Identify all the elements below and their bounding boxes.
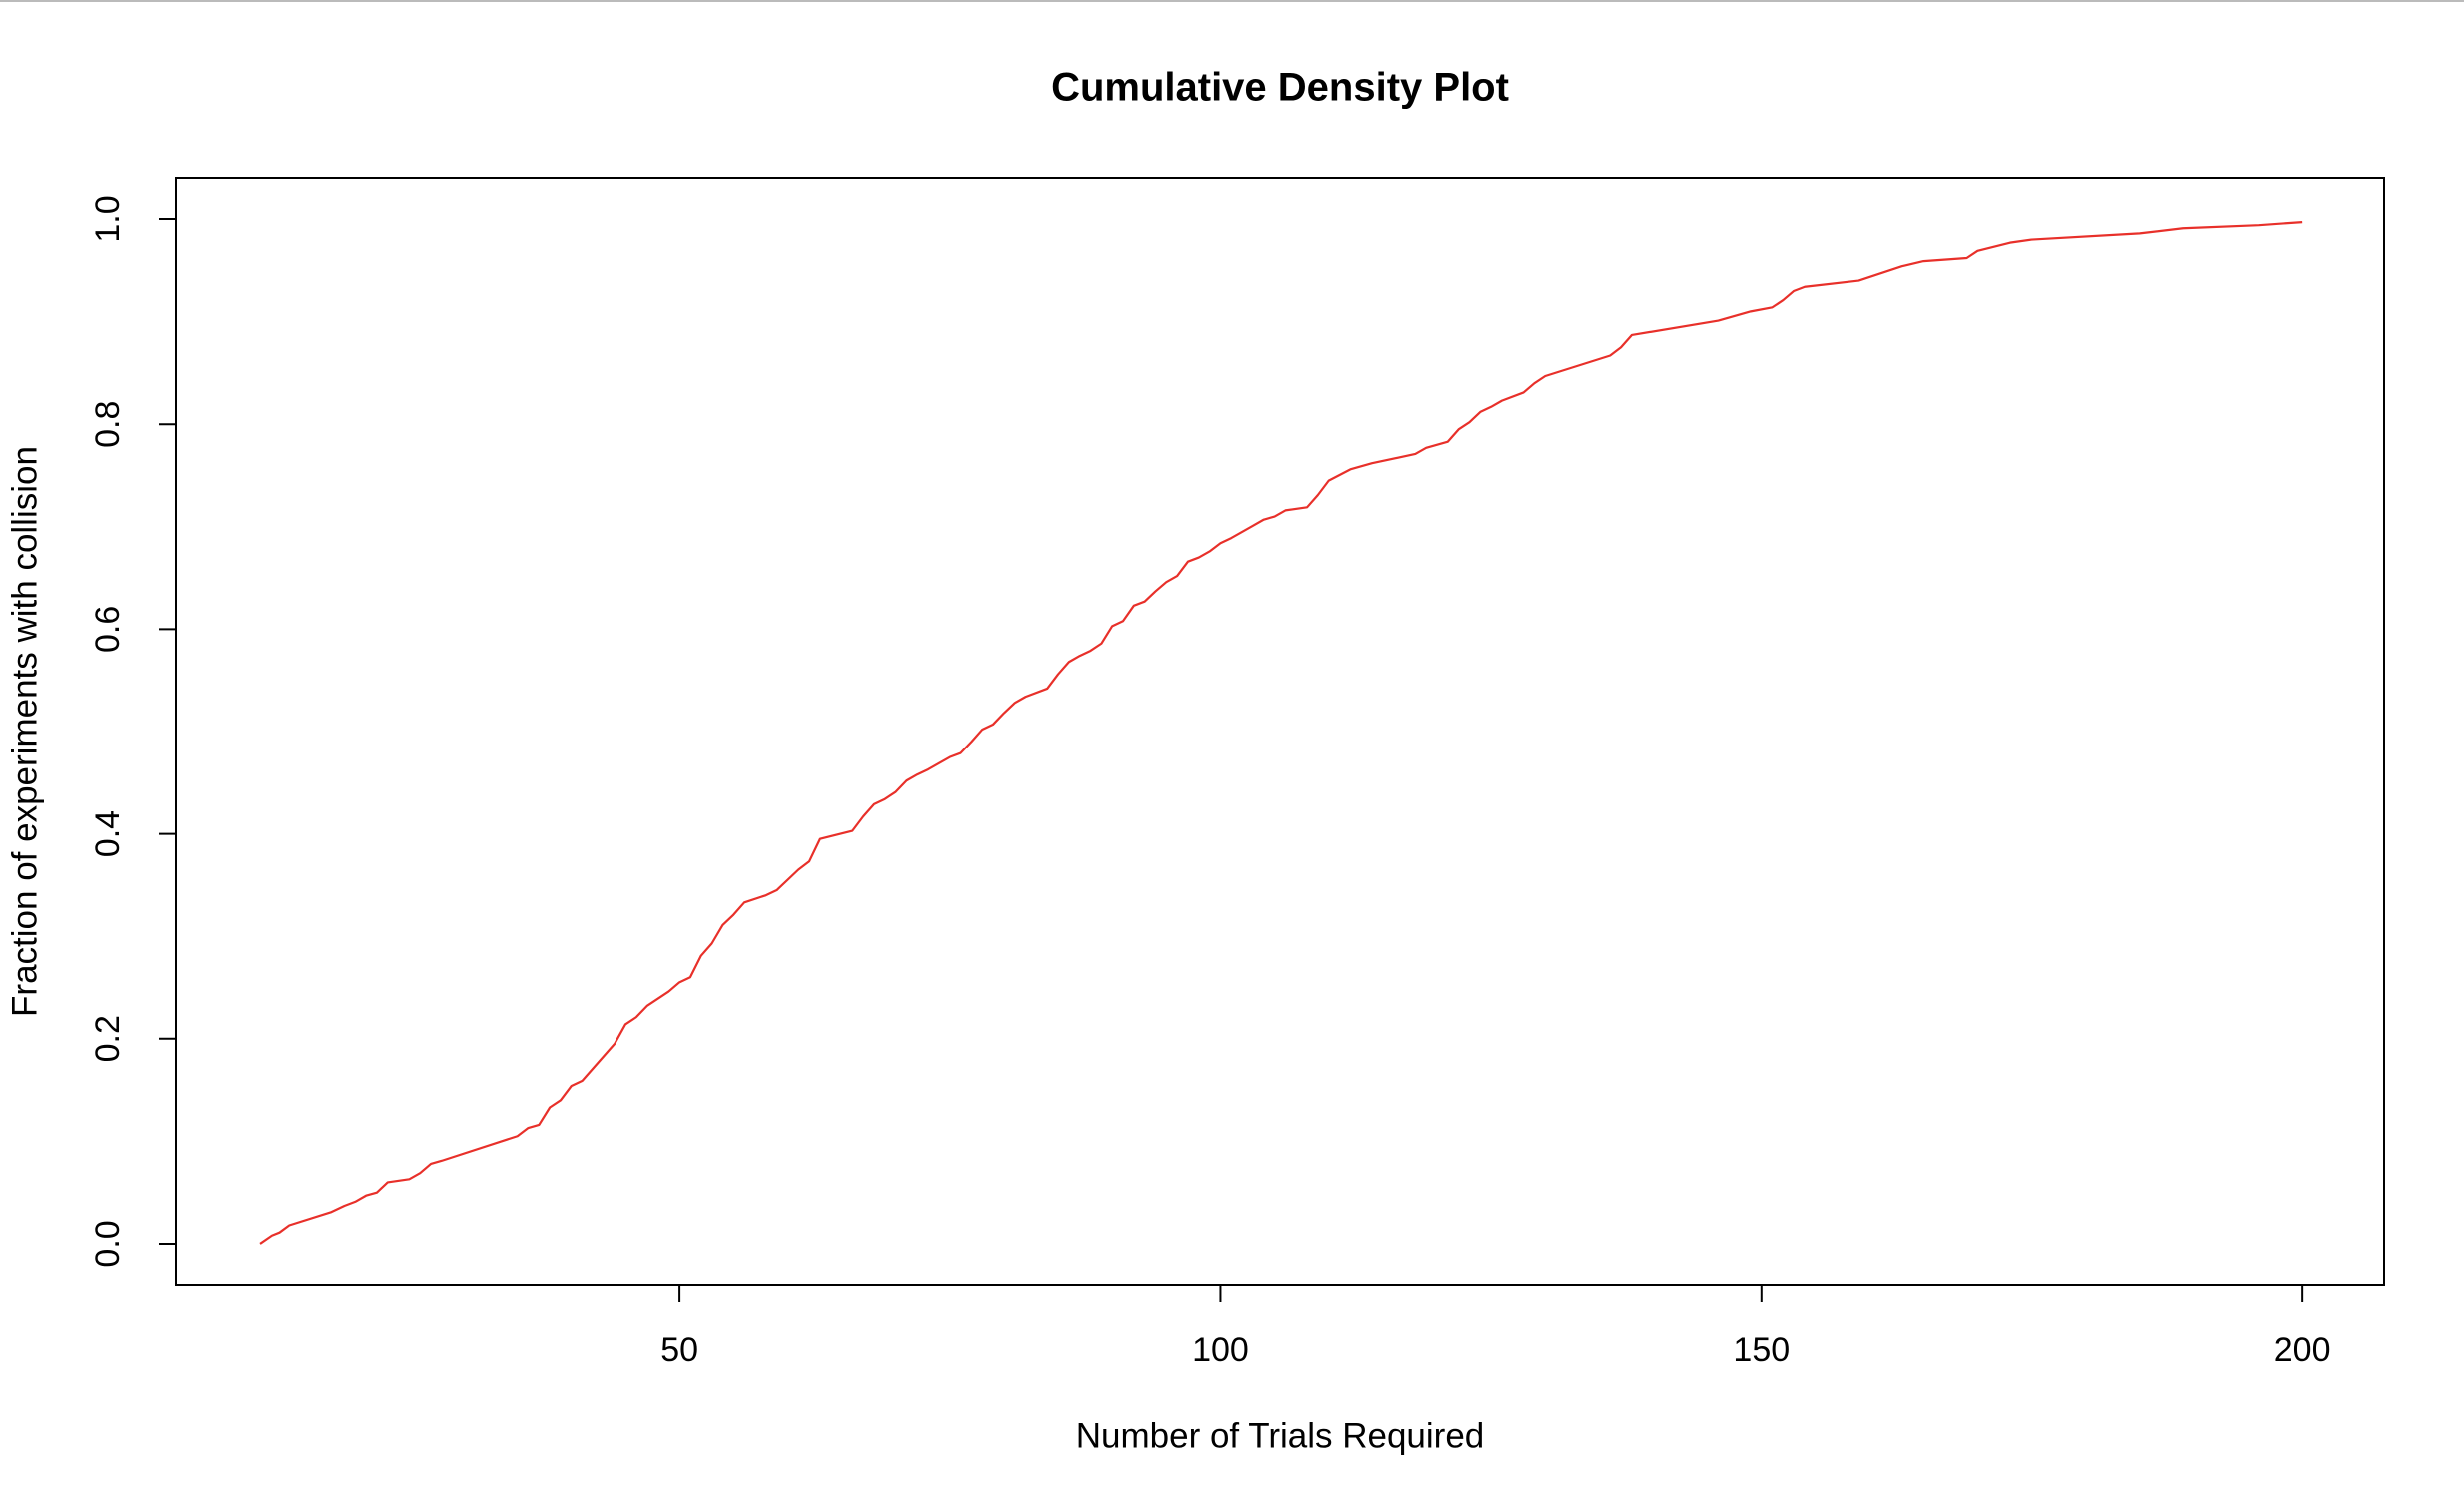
data-line [259,221,2303,1245]
x-tick-label: 200 [2274,1331,2331,1369]
y-axis-title: Fraction of experiments with collision [5,446,44,1017]
x-tick-label: 100 [1192,1331,1249,1369]
y-tick-label: 0.8 [89,401,127,448]
y-tick-label: 1.0 [89,195,127,242]
x-tick-label: 50 [660,1331,698,1369]
plot-frame [175,177,2385,1286]
y-tick-label: 0.6 [89,606,127,653]
y-tick-label: 0.2 [89,1015,127,1062]
chart-title: Cumulative Density Plot [1051,66,1509,110]
x-tick-label: 150 [1733,1331,1790,1369]
y-tick-label: 0.4 [89,810,127,857]
x-axis-title: Number of Trials Required [1076,1416,1485,1455]
y-tick-label: 0.0 [89,1220,127,1267]
